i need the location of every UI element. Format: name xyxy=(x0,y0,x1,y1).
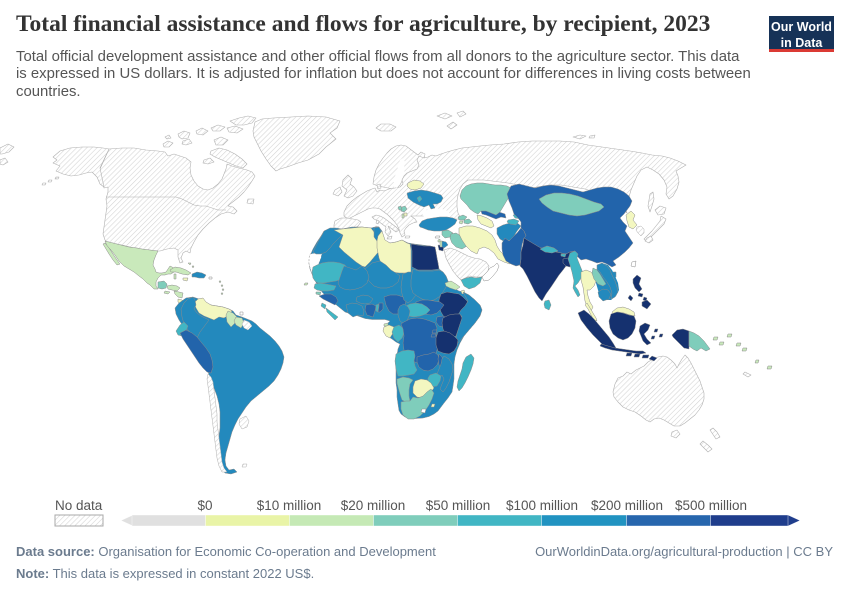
svg-text:$100 million: $100 million xyxy=(506,498,578,513)
svg-text:$0: $0 xyxy=(197,498,212,513)
svg-text:$50 million: $50 million xyxy=(426,498,491,513)
svg-text:$200 million: $200 million xyxy=(591,498,663,513)
svg-text:$20 million: $20 million xyxy=(341,498,406,513)
svg-text:$10 million: $10 million xyxy=(257,498,322,513)
svg-text:No data: No data xyxy=(55,498,103,513)
svg-text:$500 million: $500 million xyxy=(675,498,747,513)
